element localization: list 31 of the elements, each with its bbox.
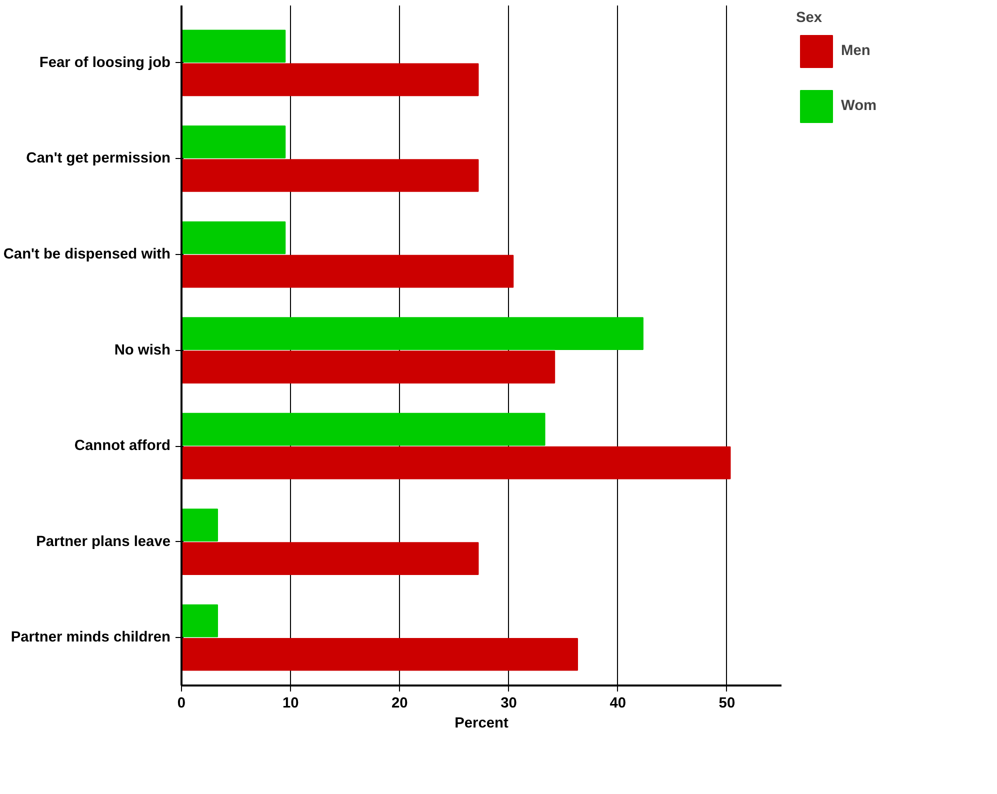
bar [182, 63, 479, 96]
bar [182, 254, 514, 288]
bar [182, 350, 556, 384]
y-tick-label: Can't be dispensed with [3, 246, 171, 263]
bar [182, 126, 286, 158]
x-tick-label: 40 [610, 696, 626, 712]
bar [182, 638, 578, 671]
x-tick-label: 50 [718, 696, 736, 712]
bar [182, 317, 644, 350]
x-tick-label: 20 [392, 696, 408, 712]
legend-label: Men [841, 43, 870, 59]
y-tick-label: Cannot afford [74, 438, 171, 454]
bar [182, 604, 218, 638]
bar [182, 221, 286, 254]
x-axis-title: Percent [454, 716, 508, 732]
bar [182, 30, 286, 63]
bar [182, 542, 479, 576]
y-tick-label: No wish [114, 342, 171, 358]
bar [182, 446, 731, 480]
x-tick-label: 0 [177, 696, 186, 712]
y-tick-label: Can't get permission [26, 150, 171, 167]
x-tick-label: 10 [282, 696, 299, 712]
legend-title: Sex [796, 10, 824, 26]
bar [182, 508, 218, 542]
x-tick-label: 30 [500, 696, 517, 712]
bar [182, 159, 479, 192]
y-tick-label: Partner minds children [10, 630, 171, 646]
bar [182, 412, 546, 446]
y-tick-label: Fear of loosing job [39, 54, 171, 71]
legend-label: Wom [841, 98, 877, 114]
y-tick-label: Partner plans leave [36, 534, 171, 550]
